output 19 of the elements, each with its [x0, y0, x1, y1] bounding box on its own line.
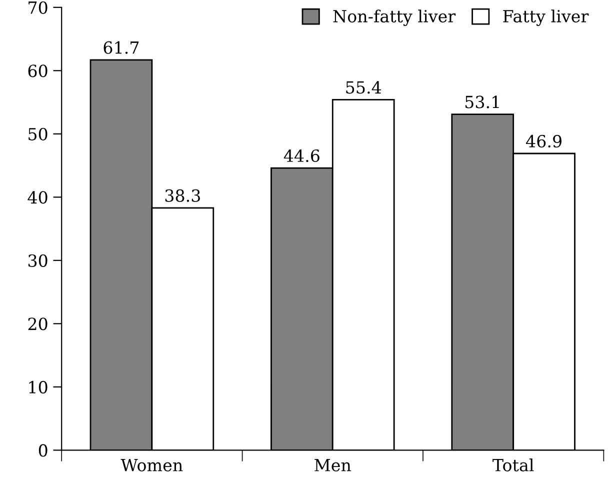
- legend-label: Fatty liver: [503, 10, 589, 26]
- y-tick-label: 60: [28, 64, 48, 78]
- x-tick-label: Women: [120, 459, 183, 472]
- data-label: 53.1: [465, 96, 499, 108]
- y-tick-label: 0: [38, 444, 48, 457]
- data-label: 38.3: [165, 189, 200, 202]
- legend-label: Non-fatty liver: [333, 10, 456, 26]
- y-tick-label: 30: [28, 254, 48, 267]
- data-label: 44.6: [284, 149, 320, 162]
- y-tick-label: 70: [28, 1, 48, 14]
- data-label: 55.4: [346, 81, 382, 94]
- x-tick-label: Total: [492, 458, 534, 472]
- data-label: 46.9: [526, 134, 562, 148]
- y-tick-label: 40: [28, 191, 48, 204]
- y-tick-label: 50: [28, 128, 48, 140]
- y-tick-label: 10: [29, 380, 48, 394]
- data-label: 61.7: [104, 41, 139, 54]
- x-tick-label: Men: [314, 459, 352, 472]
- y-tick-label: 20: [28, 318, 48, 330]
